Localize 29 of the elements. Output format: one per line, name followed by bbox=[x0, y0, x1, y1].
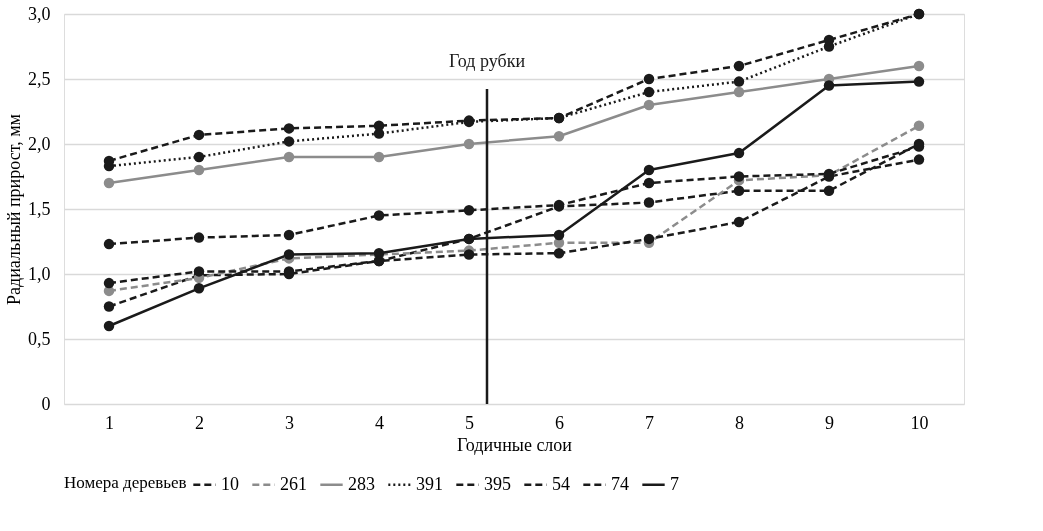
x-tick-label: 4 bbox=[375, 412, 384, 433]
x-axis-title: Годичные слои bbox=[457, 434, 573, 455]
x-tick-label: 3 bbox=[285, 412, 294, 433]
x-tick-label: 5 bbox=[465, 412, 474, 433]
y-tick-label: 1,0 bbox=[28, 263, 51, 284]
legend-label: 7 bbox=[670, 473, 679, 494]
legend-label: 54 bbox=[552, 473, 570, 494]
legend-label: 74 bbox=[611, 473, 629, 494]
y-tick-label: 0 bbox=[41, 393, 51, 414]
y-axis-title: Радиальный прирост, мм bbox=[4, 114, 24, 305]
legend-label: 391 bbox=[416, 473, 443, 494]
legend-title: Номера деревьев bbox=[64, 473, 187, 492]
y-tick-label: 1,5 bbox=[28, 198, 51, 219]
y-tick-label: 2,0 bbox=[28, 133, 51, 154]
ref-line-label: Год рубки bbox=[448, 51, 526, 71]
legend-label: 283 bbox=[348, 473, 375, 494]
legend-label: 10 bbox=[221, 473, 239, 494]
x-tick-label: 9 bbox=[825, 412, 834, 433]
x-tick-label: 7 bbox=[645, 412, 654, 433]
x-tick-label: 1 bbox=[105, 412, 114, 433]
y-tick-label: 3,0 bbox=[28, 3, 51, 24]
y-tick-label: 0,5 bbox=[28, 328, 51, 349]
x-tick-label: 8 bbox=[735, 412, 744, 433]
legend-label: 395 bbox=[484, 473, 511, 494]
legend-label: 261 bbox=[280, 473, 307, 494]
x-tick-label: 2 bbox=[195, 412, 204, 433]
x-tick-label: 6 bbox=[555, 412, 564, 433]
x-tick-label: 10 bbox=[910, 412, 929, 433]
y-tick-label: 2,5 bbox=[28, 68, 51, 89]
